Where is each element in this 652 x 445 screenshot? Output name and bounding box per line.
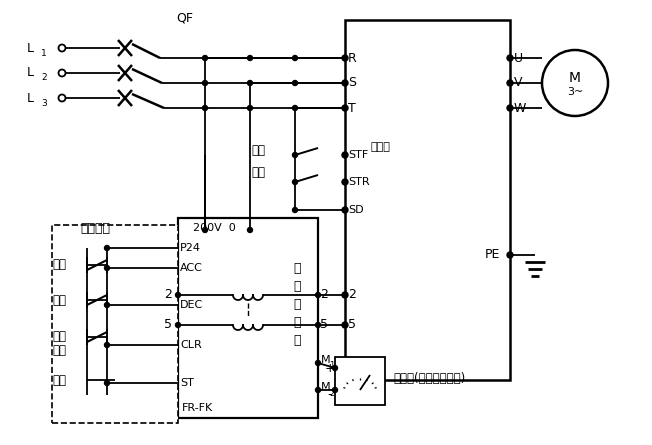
Circle shape bbox=[333, 388, 338, 392]
Text: 2: 2 bbox=[41, 73, 47, 82]
Circle shape bbox=[203, 227, 207, 232]
Text: 减速: 减速 bbox=[52, 294, 66, 307]
Circle shape bbox=[175, 323, 181, 328]
Text: QF: QF bbox=[177, 12, 194, 24]
Circle shape bbox=[507, 105, 513, 111]
Text: M: M bbox=[321, 355, 331, 365]
Text: -: - bbox=[328, 388, 333, 401]
Circle shape bbox=[316, 360, 321, 365]
Circle shape bbox=[248, 105, 252, 110]
Text: 定: 定 bbox=[293, 316, 301, 328]
Text: 1: 1 bbox=[329, 361, 334, 371]
Text: 设定: 设定 bbox=[52, 331, 66, 344]
Circle shape bbox=[248, 227, 252, 232]
Circle shape bbox=[342, 105, 348, 111]
Text: 5: 5 bbox=[348, 319, 356, 332]
Circle shape bbox=[293, 207, 297, 213]
Text: 箱: 箱 bbox=[293, 333, 301, 347]
Circle shape bbox=[175, 292, 181, 298]
Circle shape bbox=[316, 292, 321, 298]
Text: 设: 设 bbox=[293, 298, 301, 311]
Circle shape bbox=[507, 55, 513, 61]
Circle shape bbox=[104, 343, 110, 348]
Circle shape bbox=[104, 246, 110, 251]
Circle shape bbox=[342, 292, 348, 298]
Circle shape bbox=[104, 303, 110, 307]
Text: STR: STR bbox=[348, 177, 370, 187]
Text: +: + bbox=[325, 361, 335, 375]
Circle shape bbox=[293, 179, 297, 185]
Circle shape bbox=[342, 80, 348, 86]
Text: DEC: DEC bbox=[180, 300, 203, 310]
Text: CLR: CLR bbox=[180, 340, 201, 350]
Circle shape bbox=[293, 56, 297, 61]
Text: 5: 5 bbox=[164, 319, 172, 332]
Bar bbox=[345, 20, 510, 380]
Text: 频率计(设定频率表示): 频率计(设定频率表示) bbox=[393, 372, 466, 384]
Text: 外部操作: 外部操作 bbox=[80, 222, 110, 235]
Text: STF: STF bbox=[348, 150, 368, 160]
Circle shape bbox=[342, 152, 348, 158]
Bar bbox=[178, 218, 318, 418]
Text: U: U bbox=[514, 52, 523, 65]
Text: ACC: ACC bbox=[180, 263, 203, 273]
Text: 2: 2 bbox=[348, 288, 356, 302]
Text: ST: ST bbox=[180, 378, 194, 388]
Circle shape bbox=[333, 365, 338, 371]
Circle shape bbox=[293, 81, 297, 85]
Text: 5: 5 bbox=[320, 319, 328, 332]
Text: M: M bbox=[321, 382, 331, 392]
Text: L: L bbox=[27, 41, 33, 54]
Text: 2: 2 bbox=[320, 288, 328, 302]
Circle shape bbox=[342, 55, 348, 61]
Circle shape bbox=[342, 322, 348, 328]
Text: V: V bbox=[514, 77, 522, 89]
Circle shape bbox=[293, 153, 297, 158]
Circle shape bbox=[104, 380, 110, 385]
Text: W: W bbox=[514, 101, 526, 114]
Circle shape bbox=[203, 81, 207, 85]
Text: L: L bbox=[27, 66, 33, 80]
Text: 2: 2 bbox=[329, 388, 334, 397]
Text: FR-FK: FR-FK bbox=[182, 403, 213, 413]
Circle shape bbox=[342, 207, 348, 213]
Circle shape bbox=[203, 56, 207, 61]
Text: S: S bbox=[348, 77, 356, 89]
Circle shape bbox=[248, 81, 252, 85]
Text: 消除: 消除 bbox=[52, 344, 66, 357]
Circle shape bbox=[293, 105, 297, 110]
Bar bbox=[335, 357, 385, 405]
Text: 3: 3 bbox=[41, 98, 47, 108]
Text: PE: PE bbox=[484, 248, 500, 262]
Text: 2: 2 bbox=[164, 288, 172, 302]
Text: 变频器: 变频器 bbox=[370, 142, 390, 152]
Circle shape bbox=[507, 252, 513, 258]
Text: 控: 控 bbox=[293, 279, 301, 292]
Circle shape bbox=[342, 179, 348, 185]
Text: 始动: 始动 bbox=[52, 373, 66, 387]
Circle shape bbox=[507, 80, 513, 86]
Text: 遥: 遥 bbox=[293, 262, 301, 275]
Text: 加速: 加速 bbox=[52, 259, 66, 271]
Circle shape bbox=[316, 323, 321, 328]
Circle shape bbox=[104, 266, 110, 271]
Text: M: M bbox=[569, 71, 581, 85]
Text: R: R bbox=[348, 52, 357, 65]
Text: L: L bbox=[27, 92, 33, 105]
Text: 正转: 正转 bbox=[251, 143, 265, 157]
Text: 反转: 反转 bbox=[251, 166, 265, 179]
Circle shape bbox=[248, 56, 252, 61]
Text: T: T bbox=[348, 101, 356, 114]
Text: 200V  0: 200V 0 bbox=[193, 223, 236, 233]
Circle shape bbox=[316, 388, 321, 392]
Text: 3~: 3~ bbox=[567, 87, 583, 97]
Text: P24: P24 bbox=[180, 243, 201, 253]
Bar bbox=[52, 225, 178, 423]
Text: 1: 1 bbox=[41, 49, 47, 57]
Circle shape bbox=[203, 105, 207, 110]
Text: SD: SD bbox=[348, 205, 364, 215]
